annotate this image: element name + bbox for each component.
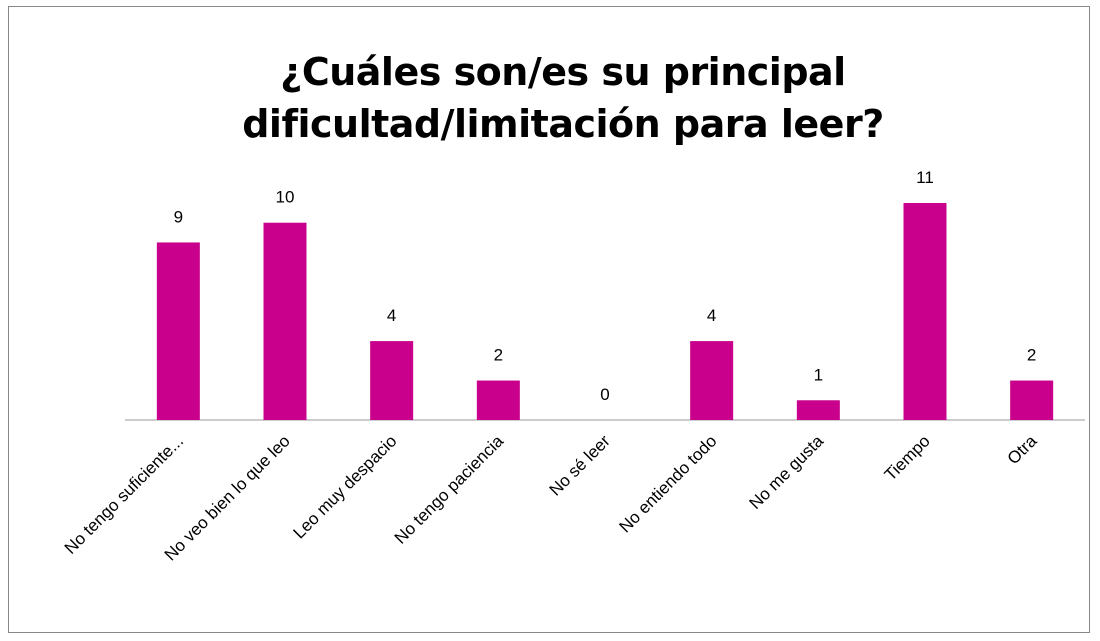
x-tick-label: No me gusta: [746, 431, 828, 513]
bar: [903, 203, 947, 420]
data-label: 2: [1027, 346, 1036, 365]
x-tick-label: No tengo suficiente...: [61, 431, 187, 557]
x-tick-label: Leo muy despacio: [289, 431, 400, 542]
x-tick-label: No tengo paciencia: [391, 431, 508, 548]
bar: [476, 380, 520, 420]
bar: [370, 341, 414, 420]
bar: [263, 222, 307, 420]
data-label: 1: [814, 365, 823, 384]
x-tick-label: No entiendo todo: [615, 431, 720, 536]
data-label: 2: [494, 346, 503, 365]
data-label: 4: [387, 306, 396, 325]
x-tick-label: Tiempo: [881, 431, 934, 484]
data-label: 0: [600, 385, 609, 404]
x-tick-label: Otra: [1004, 431, 1041, 468]
data-label: 4: [707, 306, 716, 325]
bar: [156, 242, 200, 420]
data-label: 11: [916, 168, 934, 187]
data-label: 10: [276, 188, 295, 207]
x-tick-label: No sé leer: [546, 431, 614, 499]
data-label: 9: [174, 207, 183, 226]
bar: [1010, 380, 1054, 420]
bar: [690, 341, 734, 420]
chart-title: ¿Cuáles son/es su principal dificultad/l…: [242, 50, 884, 146]
bar: [796, 400, 840, 420]
x-tick-label: No veo bien lo que leo: [161, 431, 294, 564]
chart-frame: [8, 6, 1090, 633]
